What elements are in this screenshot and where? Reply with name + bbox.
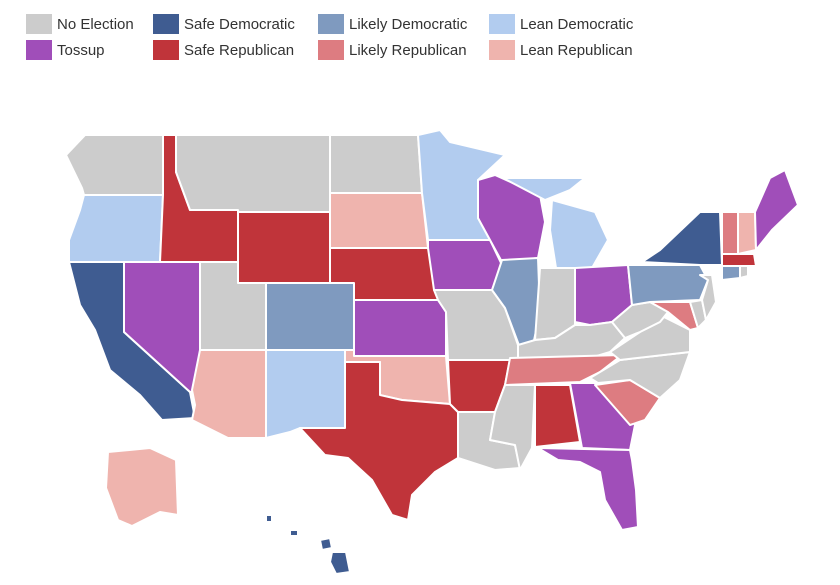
state-OR[interactable] bbox=[68, 194, 164, 263]
state-FL[interactable] bbox=[537, 447, 639, 531]
legend-swatch bbox=[153, 40, 179, 60]
legend-label: Tossup bbox=[57, 41, 105, 59]
state-NY[interactable] bbox=[641, 211, 723, 266]
legend-swatch bbox=[26, 40, 52, 60]
legend-item-lean-republican[interactable]: Lean Republican bbox=[489, 40, 659, 60]
state-TX[interactable] bbox=[299, 361, 459, 521]
state-WY[interactable] bbox=[237, 211, 331, 284]
state-KS[interactable] bbox=[353, 299, 447, 357]
legend-item-likely-republican[interactable]: Likely Republican bbox=[318, 40, 489, 60]
state-IA[interactable] bbox=[427, 239, 503, 291]
state-NM[interactable] bbox=[265, 349, 346, 439]
state-WA[interactable] bbox=[65, 134, 164, 196]
legend-item-safe-republican[interactable]: Safe Republican bbox=[153, 40, 318, 60]
state-NJ[interactable] bbox=[699, 274, 717, 321]
legend-swatch bbox=[26, 14, 52, 34]
legend-item-likely-democratic[interactable]: Likely Democratic bbox=[318, 14, 489, 34]
legend: No Election Safe Democratic Likely Democ… bbox=[26, 14, 659, 60]
legend-swatch bbox=[489, 40, 515, 60]
state-RI[interactable] bbox=[739, 265, 749, 279]
state-AZ[interactable] bbox=[191, 349, 267, 439]
state-MA[interactable] bbox=[721, 253, 757, 267]
legend-swatch bbox=[489, 14, 515, 34]
state-MD[interactable] bbox=[649, 301, 699, 331]
legend-item-tossup[interactable]: Tossup bbox=[26, 40, 153, 60]
legend-swatch bbox=[153, 14, 179, 34]
state-CT[interactable] bbox=[721, 265, 741, 281]
legend-swatch bbox=[318, 40, 344, 60]
state-VT[interactable] bbox=[721, 211, 739, 255]
legend-label: Lean Democratic bbox=[520, 15, 634, 33]
state-ME[interactable] bbox=[754, 169, 799, 251]
legend-label: Safe Democratic bbox=[184, 15, 295, 33]
legend-item-no-election[interactable]: No Election bbox=[26, 14, 153, 34]
state-CO[interactable] bbox=[265, 282, 355, 351]
legend-label: Lean Republican bbox=[520, 41, 633, 59]
state-PA[interactable] bbox=[627, 264, 709, 306]
state-MT[interactable] bbox=[175, 134, 331, 213]
legend-label: Likely Democratic bbox=[349, 15, 468, 33]
legend-swatch bbox=[318, 14, 344, 34]
state-HI[interactable] bbox=[265, 514, 351, 575]
legend-label: Likely Republican bbox=[349, 41, 467, 59]
state-AK[interactable] bbox=[105, 447, 179, 527]
state-NH[interactable] bbox=[737, 211, 757, 255]
state-ND[interactable] bbox=[329, 134, 423, 194]
legend-item-lean-democratic[interactable]: Lean Democratic bbox=[489, 14, 659, 34]
legend-label: No Election bbox=[57, 15, 134, 33]
legend-label: Safe Republican bbox=[184, 41, 295, 59]
legend-item-safe-democratic[interactable]: Safe Democratic bbox=[153, 14, 318, 34]
state-SD[interactable] bbox=[329, 192, 429, 249]
